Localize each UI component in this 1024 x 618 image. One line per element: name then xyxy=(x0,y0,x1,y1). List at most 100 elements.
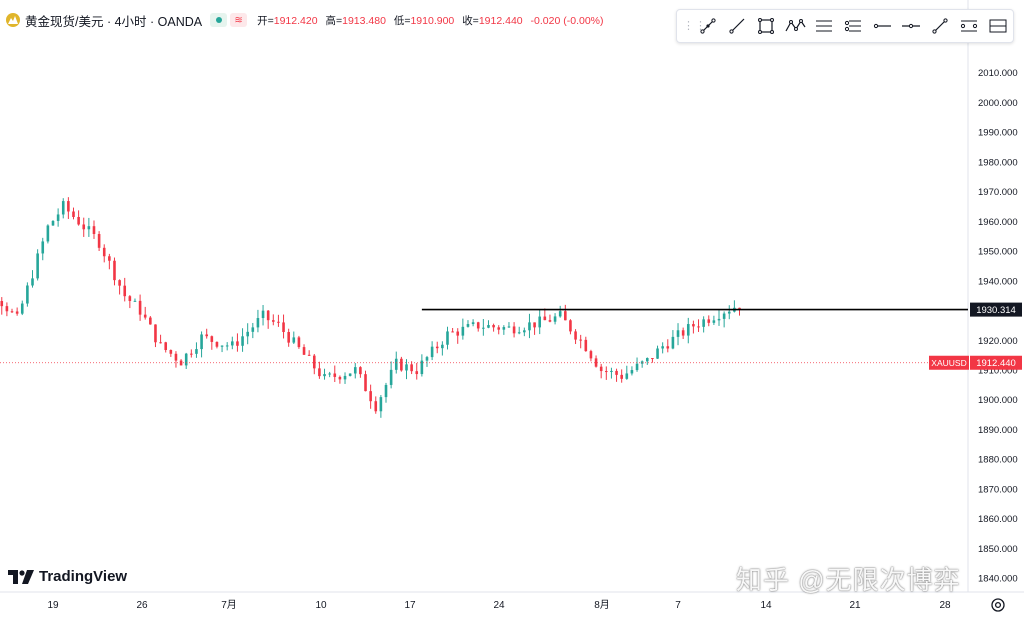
candle xyxy=(384,382,388,403)
price-tick-label: 1960.000 xyxy=(978,217,1018,228)
candle xyxy=(640,360,644,368)
candle xyxy=(692,320,695,334)
candle xyxy=(625,365,629,380)
candle xyxy=(651,358,654,363)
candle xyxy=(507,322,511,328)
candle xyxy=(179,359,183,366)
low-label: 低= xyxy=(393,14,411,27)
candle xyxy=(318,361,321,379)
symbol-title[interactable]: 黄金现货/美元 · 4小时 · OANDA xyxy=(25,14,203,29)
path-icon[interactable] xyxy=(780,12,809,40)
candle xyxy=(533,322,536,335)
symbol-badge-label: XAUUSD xyxy=(931,358,966,368)
candle xyxy=(482,319,485,336)
chart-header: 黄金现货/美元 · 4小时 · OANDA ≋ 开=1912.420 高=191… xyxy=(6,11,609,29)
candle xyxy=(82,217,86,237)
fib-extension-icon[interactable] xyxy=(838,12,867,40)
time-tick-label: 7月 xyxy=(221,599,237,611)
candle xyxy=(72,207,75,220)
candle xyxy=(287,328,290,347)
candle xyxy=(389,361,393,389)
candle xyxy=(108,253,111,270)
candle xyxy=(210,335,214,350)
candle xyxy=(410,361,413,375)
watermark: 知乎 @无限次博弈 xyxy=(736,560,961,597)
candle xyxy=(686,317,690,344)
candle xyxy=(215,341,219,349)
drag-handle-icon[interactable]: ⋮⋮ xyxy=(683,20,707,32)
candle xyxy=(256,309,260,333)
candle xyxy=(441,341,444,356)
candle xyxy=(364,370,367,392)
candle xyxy=(476,321,480,332)
candle xyxy=(87,217,91,237)
candle xyxy=(712,315,716,325)
high-label: 高= xyxy=(325,14,343,27)
info-line-icon[interactable] xyxy=(926,12,955,40)
drawing-toolbar: ⋮⋮ xyxy=(676,9,1014,43)
price-tick-label: 1880.000 xyxy=(978,455,1018,466)
candle xyxy=(425,355,429,367)
tradingview-logo-icon xyxy=(8,569,34,584)
candle xyxy=(26,282,29,307)
fib-retracement-icon[interactable] xyxy=(809,12,838,40)
trend-line-icon[interactable] xyxy=(693,12,722,40)
candle xyxy=(671,330,675,350)
candle xyxy=(420,354,424,377)
horizontal-ray-icon[interactable] xyxy=(868,12,897,40)
parallel-channel-icon[interactable] xyxy=(955,12,984,40)
candle xyxy=(302,344,306,355)
candle xyxy=(523,327,526,337)
rectangle-icon[interactable] xyxy=(751,12,780,40)
candle xyxy=(333,365,337,383)
candle xyxy=(605,366,608,380)
horizontal-line-icon[interactable] xyxy=(897,12,926,40)
candle xyxy=(558,305,562,318)
tradingview-logo[interactable]: TradingView xyxy=(8,568,127,585)
candle xyxy=(97,231,101,252)
settings-icon[interactable] xyxy=(990,597,1006,613)
candle xyxy=(41,237,45,261)
candle xyxy=(271,314,275,326)
market-open-status-icon xyxy=(210,13,228,27)
price-tick-label: 1970.000 xyxy=(978,187,1018,198)
candle xyxy=(348,373,352,377)
candle xyxy=(676,323,680,346)
candle xyxy=(610,367,613,379)
candle xyxy=(369,384,372,409)
price-axis[interactable]: 1840.000 1850.000 1860.000 1870.000 1880.000… xyxy=(967,0,1018,592)
candle xyxy=(277,314,280,327)
time-tick-label: 7 xyxy=(675,600,681,611)
zhihu-watermark-text: 知乎 @无限次博弈 xyxy=(736,565,961,595)
low-value: 1910.900 xyxy=(410,14,455,27)
candle xyxy=(528,313,531,339)
change-value: -0.020 (-0.00%) xyxy=(530,14,604,27)
regression-trend-icon[interactable] xyxy=(984,12,1013,40)
candle xyxy=(666,339,670,353)
candle xyxy=(169,349,173,357)
candle xyxy=(492,323,495,332)
candle xyxy=(733,300,736,313)
candle xyxy=(312,353,316,375)
price-tick-label: 1940.000 xyxy=(978,276,1018,287)
candle xyxy=(307,350,311,356)
candle xyxy=(630,366,634,376)
price-tick-label: 1910.000 xyxy=(978,366,1018,377)
candle xyxy=(656,345,659,359)
high-value: 1913.480 xyxy=(342,14,386,27)
candle xyxy=(471,319,475,327)
candle xyxy=(538,308,542,335)
candle xyxy=(343,372,347,384)
candle xyxy=(200,331,203,358)
price-tick-label: 1950.000 xyxy=(978,247,1018,258)
chart-overlays: 1930.314 XAUUSD 1912.440 xyxy=(0,302,1022,370)
ray-icon[interactable] xyxy=(722,12,751,40)
candle xyxy=(5,302,9,317)
price-tick-label: 1850.000 xyxy=(978,544,1018,555)
tradingview-logo-text: TradingView xyxy=(39,568,128,585)
candle xyxy=(553,313,557,325)
time-axis[interactable]: 19 26 7月 10 17 24 8月 7 14 21 28 xyxy=(0,591,1024,611)
candle xyxy=(697,319,700,332)
open-label: 开= xyxy=(257,14,274,27)
